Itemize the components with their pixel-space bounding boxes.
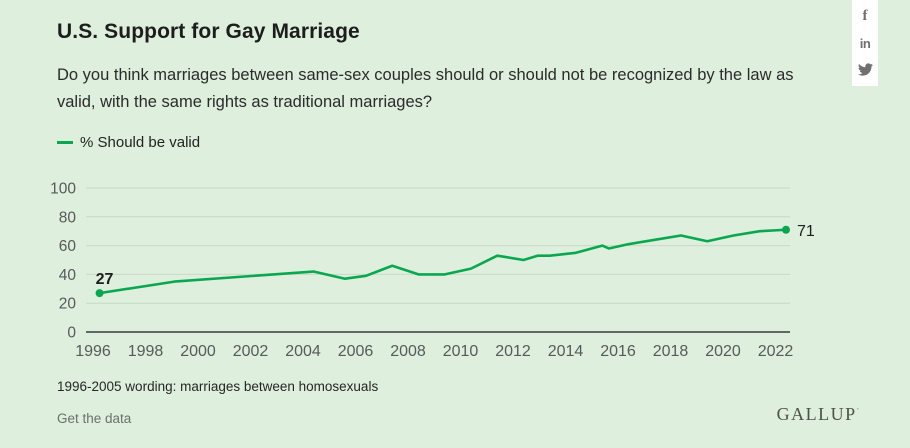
legend: % Should be valid <box>57 134 200 151</box>
y-tick-label: 80 <box>59 209 77 226</box>
last-point-value-label: 71 <box>797 223 815 240</box>
y-tick-label: 20 <box>59 296 77 313</box>
y-tick-label: 100 <box>50 181 76 198</box>
x-tick-label: 2014 <box>548 343 584 360</box>
social-share-bar: f in <box>852 0 878 86</box>
wording-footnote: 1996-2005 wording: marriages between hom… <box>57 379 379 394</box>
trademark-mark: ’ <box>856 407 859 415</box>
subtitle-line-2: valid, with the same rights as tradition… <box>57 93 433 111</box>
y-tick-label: 40 <box>59 267 77 284</box>
y-tick-label: 60 <box>59 238 77 255</box>
x-tick-label: 2016 <box>600 343 636 360</box>
chart-question-subtitle: Do you think marriages between same-sex … <box>57 62 857 116</box>
trend-line <box>98 228 788 295</box>
legend-line-swatch <box>57 141 73 144</box>
linkedin-icon: in <box>859 35 871 51</box>
get-the-data-link[interactable]: Get the data <box>57 411 132 426</box>
x-tick-label: 1996 <box>75 343 111 360</box>
x-tick-label: 1998 <box>128 343 164 360</box>
twitter-share-button[interactable] <box>855 60 875 80</box>
linkedin-share-button[interactable]: in <box>855 33 875 53</box>
twitter-icon <box>857 63 873 76</box>
first-point-marker <box>95 289 104 298</box>
x-tick-label: 2018 <box>653 343 689 360</box>
x-tick-label: 2022 <box>758 343 794 360</box>
y-tick-label: 0 <box>67 325 76 342</box>
x-tick-label: 2020 <box>705 343 741 360</box>
facebook-share-button[interactable]: f <box>855 7 875 27</box>
last-point-marker <box>782 225 790 234</box>
gallup-wordmark: GALLUP <box>776 404 857 424</box>
page-title: U.S. Support for Gay Marriage <box>57 20 360 43</box>
x-tick-label: 2008 <box>390 343 426 360</box>
x-tick-label: 2006 <box>338 343 374 360</box>
legend-label: % Should be valid <box>80 134 201 151</box>
x-tick-label: 2000 <box>180 343 216 360</box>
x-tick-label: 2004 <box>285 343 321 360</box>
x-tick-label: 2012 <box>495 343 531 360</box>
facebook-icon: f <box>862 8 868 24</box>
subtitle-line-1: Do you think marriages between same-sex … <box>57 66 794 84</box>
x-tick-label: 2010 <box>443 343 479 360</box>
first-point-value-label: 27 <box>96 271 114 288</box>
x-tick-label: 2002 <box>233 343 269 360</box>
gallup-logo: GALLUP’ <box>777 404 859 425</box>
